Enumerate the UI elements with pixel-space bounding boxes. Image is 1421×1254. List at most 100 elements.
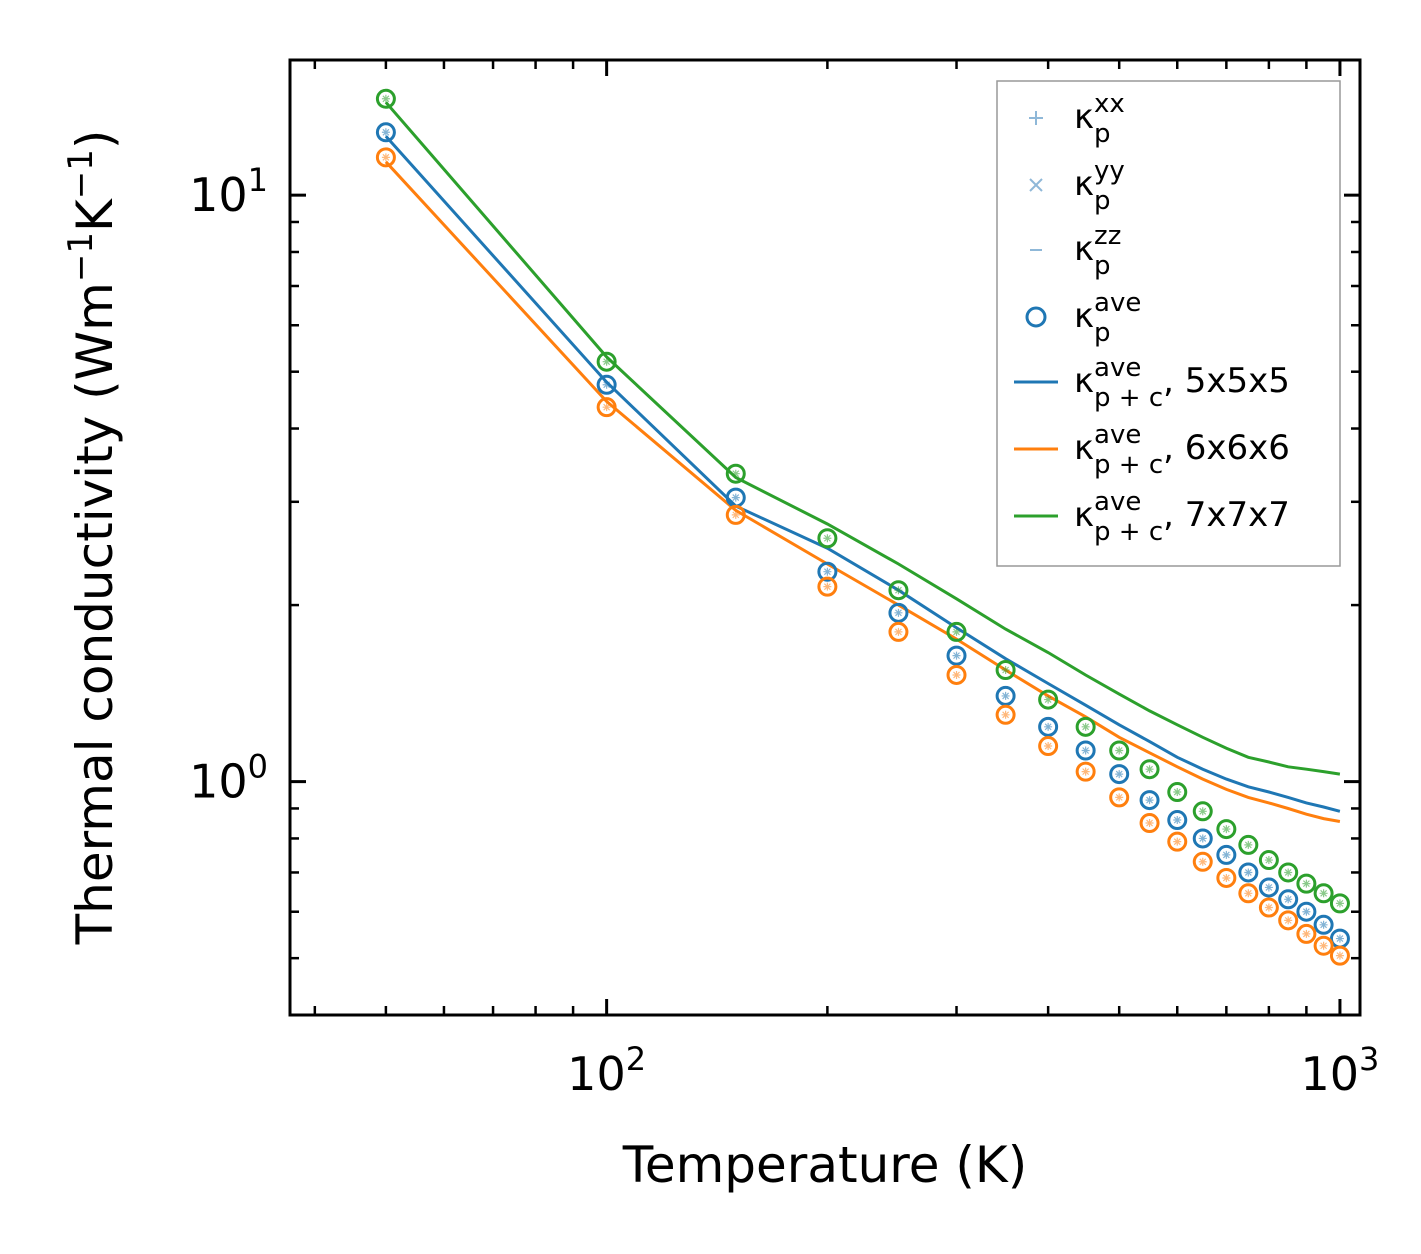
data-point-circle <box>1238 834 1259 855</box>
data-point-inner-marker <box>1145 796 1154 805</box>
data-point-inner-marker <box>1222 825 1231 834</box>
data-point-inner-marker <box>952 670 961 679</box>
data-point-7x7x7-150 <box>725 463 746 484</box>
data-point-5x5x5-550 <box>1139 790 1160 811</box>
data-point-circle <box>888 602 909 623</box>
data-point-circle <box>817 576 838 597</box>
data-point-7x7x7-350 <box>995 659 1016 680</box>
legend-circle-icon <box>1025 306 1047 328</box>
series-line-7x7x7 <box>384 101 1341 776</box>
data-point-circle <box>1296 873 1317 894</box>
data-point-6x6x6-350 <box>995 704 1016 725</box>
data-point-6x6x6-900 <box>1296 923 1317 944</box>
data-point-inner-marker <box>1145 819 1154 828</box>
legend-label: κave p + c, 6x6x6 <box>1074 420 1290 480</box>
data-point-7x7x7-400 <box>1038 689 1059 710</box>
data-point-7x7x7-200 <box>817 528 838 549</box>
data-point-inner-marker <box>1244 889 1253 898</box>
data-point-circle <box>995 704 1016 725</box>
data-point-inner-marker <box>823 567 832 576</box>
data-point-5x5x5-350 <box>995 685 1016 706</box>
data-point-7x7x7-450 <box>1075 716 1096 737</box>
data-point-circle <box>596 397 617 418</box>
data-point-circle <box>1109 764 1130 785</box>
data-point-inner-marker <box>1001 691 1010 700</box>
data-point-6x6x6-750 <box>1238 883 1259 904</box>
data-point-circle <box>1278 862 1299 883</box>
data-point-inner-marker <box>1173 816 1182 825</box>
y-axis-label: Thermal conductivity (Wm−1K−1) <box>61 130 124 946</box>
legend-plus-icon <box>1029 111 1043 125</box>
data-point-circle <box>1038 716 1059 737</box>
data-point-circle <box>817 561 838 582</box>
data-point-inner-marker <box>731 493 740 502</box>
data-point-inner-marker <box>1145 765 1154 774</box>
data-point-circle <box>375 122 396 143</box>
data-point-6x6x6-1000 <box>1329 945 1350 966</box>
legend-cross-icon <box>1029 178 1043 192</box>
legend-entry-2: κzz p <box>1030 221 1121 281</box>
data-point-circle <box>1167 782 1188 803</box>
data-point-circle <box>1075 740 1096 761</box>
data-point-inner-marker <box>1173 788 1182 797</box>
data-point-7x7x7-850 <box>1278 862 1299 883</box>
data-point-circle <box>1038 689 1059 710</box>
data-point-circle <box>1278 910 1299 931</box>
data-point-inner-marker <box>602 380 611 389</box>
data-point-5x5x5-100 <box>596 374 617 395</box>
data-point-circle <box>1313 935 1334 956</box>
legend-frame <box>996 80 1341 567</box>
data-point-circle <box>1238 862 1259 883</box>
tick-labels: 102 103 100 101 <box>189 161 1379 1101</box>
data-point-circle <box>1192 801 1213 822</box>
data-point-circle <box>1329 945 1350 966</box>
data-point-inner-marker <box>1044 722 1053 731</box>
data-point-5x5x5-600 <box>1167 810 1188 831</box>
data-point-circle <box>1109 740 1130 761</box>
data-point-6x6x6-550 <box>1139 813 1160 834</box>
data-point-inner-marker <box>1222 850 1231 859</box>
data-point-circle <box>1109 787 1130 808</box>
data-point-7x7x7-50 <box>375 88 396 109</box>
data-point-circle <box>1038 736 1059 757</box>
data-point-circle <box>1192 828 1213 849</box>
data-point-inner-marker <box>602 403 611 412</box>
data-point-5x5x5-900 <box>1296 901 1317 922</box>
data-point-circle <box>1139 813 1160 834</box>
data-point-inner-marker <box>1115 770 1124 779</box>
data-point-circle <box>725 504 746 525</box>
data-point-5x5x5-800 <box>1258 877 1279 898</box>
data-point-inner-marker <box>894 608 903 617</box>
data-point-inner-marker <box>1244 840 1253 849</box>
x-axis-label: Temperature (K) <box>622 1136 1027 1194</box>
data-point-5x5x5-250 <box>888 602 909 623</box>
data-point-5x5x5-300 <box>946 645 967 666</box>
data-point-circle <box>1329 893 1350 914</box>
data-point-inner-marker <box>823 582 832 591</box>
data-point-inner-marker <box>1319 920 1328 929</box>
data-point-6x6x6-500 <box>1109 787 1130 808</box>
data-point-inner-marker <box>1044 695 1053 704</box>
data-point-inner-marker <box>1244 868 1253 877</box>
data-point-inner-marker <box>1081 722 1090 731</box>
data-point-6x6x6-50 <box>375 147 396 168</box>
data-point-inner-marker <box>1081 746 1090 755</box>
data-point-inner-marker <box>1001 710 1010 719</box>
data-point-circle <box>1139 790 1160 811</box>
data-point-inner-marker <box>1319 889 1328 898</box>
data-point-circle <box>946 621 967 642</box>
data-point-inner-marker <box>952 627 961 636</box>
data-point-7x7x7-600 <box>1167 782 1188 803</box>
data-point-inner-marker <box>1264 883 1273 892</box>
data-point-6x6x6-150 <box>725 504 746 525</box>
data-point-6x6x6-400 <box>1038 736 1059 757</box>
data-point-inner-marker <box>1284 916 1293 925</box>
data-point-6x6x6-650 <box>1192 851 1213 872</box>
data-point-circle <box>1258 897 1279 918</box>
series-line-6x6x6 <box>384 160 1341 823</box>
data-point-circle <box>1075 761 1096 782</box>
data-point-circle <box>375 88 396 109</box>
legend-entry-1: κyy p <box>1029 156 1125 216</box>
data-point-inner-marker <box>1284 868 1293 877</box>
